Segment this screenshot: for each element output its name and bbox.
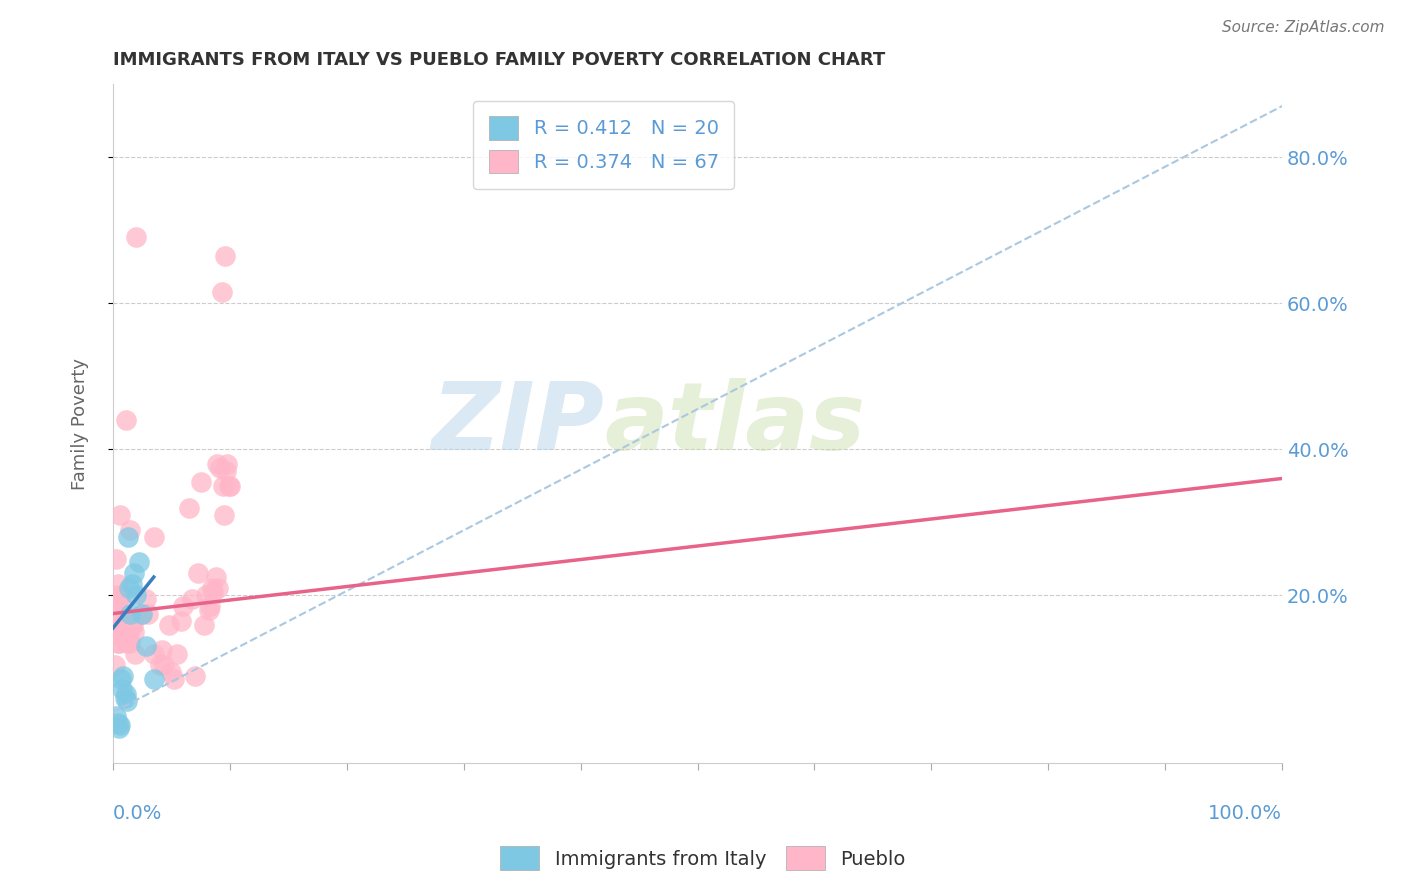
Point	[107, 577, 129, 591]
Point	[110, 607, 132, 621]
Point	[111, 599, 134, 614]
Point	[125, 230, 148, 244]
Text: 0.0%: 0.0%	[112, 804, 162, 823]
Point	[150, 643, 173, 657]
Point	[107, 621, 129, 635]
Point	[105, 708, 128, 723]
Point	[120, 523, 142, 537]
Point	[112, 668, 135, 682]
Point	[114, 690, 136, 705]
Point	[204, 570, 226, 584]
Point	[107, 716, 129, 731]
Text: ZIP: ZIP	[432, 377, 605, 470]
Point	[115, 636, 138, 650]
Point	[114, 628, 136, 642]
Point	[121, 577, 143, 591]
Point	[195, 588, 218, 602]
Point	[131, 607, 153, 621]
Point	[105, 628, 128, 642]
Point	[118, 628, 141, 642]
Point	[172, 599, 194, 614]
Point	[114, 687, 136, 701]
Point	[181, 591, 204, 606]
Point	[105, 551, 128, 566]
Point	[218, 479, 240, 493]
Point	[125, 588, 148, 602]
Text: IMMIGRANTS FROM ITALY VS PUEBLO FAMILY POVERTY CORRELATION CHART: IMMIGRANTS FROM ITALY VS PUEBLO FAMILY P…	[112, 51, 886, 69]
Point	[183, 668, 205, 682]
Point	[111, 681, 134, 696]
Point	[214, 249, 236, 263]
Point	[104, 657, 127, 672]
Legend: R = 0.412   N = 20, R = 0.374   N = 67: R = 0.412 N = 20, R = 0.374 N = 67	[474, 101, 734, 189]
Point	[163, 673, 186, 687]
Point	[209, 460, 232, 475]
Point	[135, 640, 157, 654]
Point	[218, 479, 240, 493]
Text: 100.0%: 100.0%	[1208, 804, 1282, 823]
Point	[211, 479, 233, 493]
Point	[122, 624, 145, 639]
Point	[103, 621, 125, 635]
Point	[201, 581, 224, 595]
Point	[207, 581, 229, 595]
Legend: Immigrants from Italy, Pueblo: Immigrants from Italy, Pueblo	[492, 838, 914, 878]
Point	[197, 603, 219, 617]
Point	[211, 285, 233, 300]
Point	[157, 617, 180, 632]
Point	[135, 591, 157, 606]
Point	[202, 584, 225, 599]
Point	[193, 617, 215, 632]
Point	[108, 508, 131, 522]
Point	[120, 636, 142, 650]
Point	[136, 607, 159, 621]
Point	[142, 647, 165, 661]
Point	[117, 610, 139, 624]
Point	[142, 530, 165, 544]
Point	[112, 607, 135, 621]
Point	[114, 413, 136, 427]
Point	[107, 636, 129, 650]
Text: Source: ZipAtlas.com: Source: ZipAtlas.com	[1222, 20, 1385, 35]
Point	[142, 673, 165, 687]
Point	[131, 607, 153, 621]
Point	[121, 617, 143, 632]
Point	[215, 464, 238, 478]
Point	[121, 617, 143, 632]
Point	[120, 607, 142, 621]
Point	[118, 581, 141, 595]
Point	[205, 457, 228, 471]
Y-axis label: Family Poverty: Family Poverty	[72, 358, 89, 490]
Point	[117, 530, 139, 544]
Point	[198, 599, 221, 614]
Point	[110, 588, 132, 602]
Point	[107, 636, 129, 650]
Point	[110, 673, 132, 687]
Point	[122, 566, 145, 581]
Point	[111, 621, 134, 635]
Point	[124, 647, 146, 661]
Point	[166, 647, 188, 661]
Point	[107, 721, 129, 735]
Point	[160, 665, 183, 679]
Point	[170, 614, 193, 628]
Point	[104, 588, 127, 602]
Point	[190, 475, 212, 489]
Point	[149, 657, 172, 672]
Point	[108, 621, 131, 635]
Point	[115, 694, 138, 708]
Point	[177, 500, 200, 515]
Point	[128, 556, 150, 570]
Point	[217, 457, 239, 471]
Point	[114, 614, 136, 628]
Point	[107, 591, 129, 606]
Point	[153, 657, 176, 672]
Point	[212, 508, 235, 522]
Point	[187, 566, 209, 581]
Point	[108, 718, 131, 732]
Text: atlas: atlas	[605, 377, 865, 470]
